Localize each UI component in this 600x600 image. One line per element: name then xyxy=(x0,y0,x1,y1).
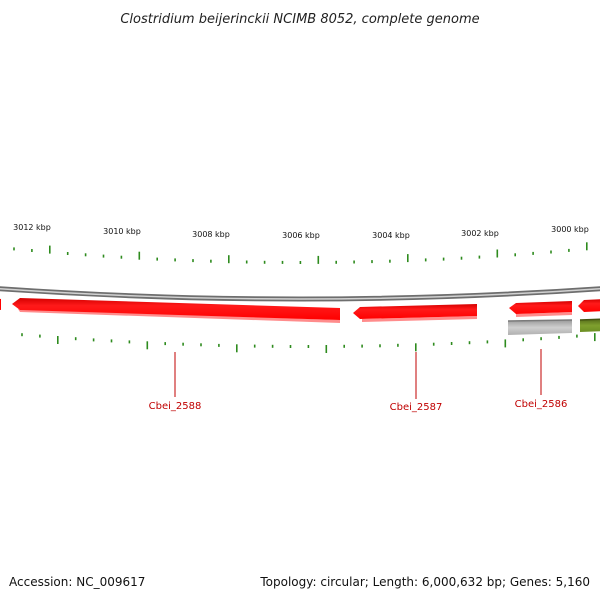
gene-labels: Cbei_2588 Cbei_2587 Cbei_2586 xyxy=(149,349,568,413)
scale-label-3008: 3008 kbp xyxy=(192,230,230,239)
scale-label-3012: 3012 kbp xyxy=(13,223,51,232)
feature-arrow-cbei-2586[interactable] xyxy=(509,301,572,314)
feature-arrow-cbei-2587[interactable] xyxy=(353,304,477,319)
feature-arrow-left-edge[interactable] xyxy=(0,298,1,310)
feature-olive-track-edge xyxy=(579,318,600,321)
scale-label-3002: 3002 kbp xyxy=(461,229,499,238)
scale-label-3000: 3000 kbp xyxy=(551,225,589,234)
scale-label-3006: 3006 kbp xyxy=(282,231,320,240)
gene-label-cbei-2587[interactable]: Cbei_2587 xyxy=(390,402,443,413)
scale-ticks-bottom xyxy=(21,333,596,353)
accession-text: Accession: NC_009617 xyxy=(9,575,146,589)
gene-label-cbei-2588[interactable]: Cbei_2588 xyxy=(149,401,202,412)
gene-label-cbei-2586[interactable]: Cbei_2586 xyxy=(515,399,568,410)
feature-arrow-cbei-2588[interactable] xyxy=(12,298,340,320)
feature-track xyxy=(0,298,600,335)
scale-label-3004: 3004 kbp xyxy=(372,231,410,240)
feature-arrow-cbei-2587-shadow xyxy=(362,316,477,322)
feature-arrow-cbei-2588-shadow xyxy=(18,309,340,323)
genome-summary-text: Topology: circular; Length: 6,000,632 bp… xyxy=(260,575,590,589)
scale-ticks-top xyxy=(13,242,588,264)
genome-backbone xyxy=(0,286,600,302)
scale-labels: 3012 kbp 3010 kbp 3008 kbp 3006 kbp 3004… xyxy=(13,223,589,240)
scale-label-3010: 3010 kbp xyxy=(103,227,141,236)
feature-arrow-right-edge[interactable] xyxy=(578,299,600,312)
feature-arrow-cbei-2586-shadow xyxy=(516,312,572,317)
map-title: Clostridium beijerinckii NCIMB 8052, com… xyxy=(120,12,479,27)
feature-olive-track[interactable] xyxy=(580,319,600,332)
feature-gray-track[interactable] xyxy=(508,320,572,335)
feature-gray-track-edge xyxy=(507,319,573,322)
